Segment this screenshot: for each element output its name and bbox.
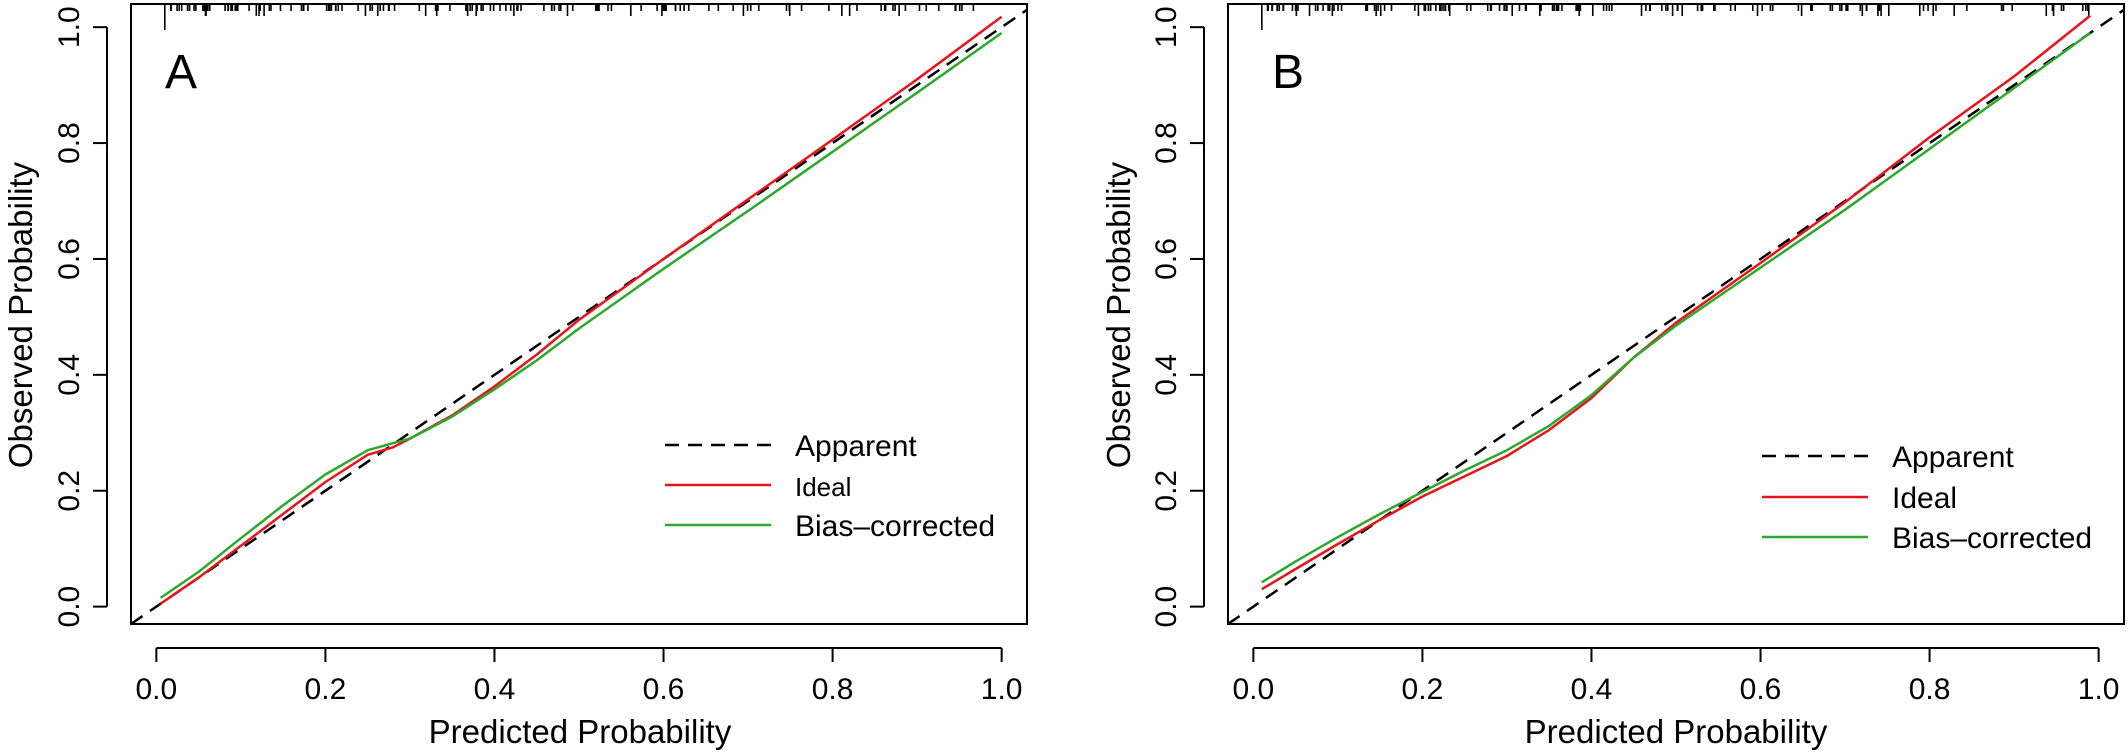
y-tick-label-b: 0.8 xyxy=(1150,122,1183,164)
series-line-bias-corrected-b xyxy=(1261,31,2091,584)
legend-a: Apparent Ideal Bias–corrected xyxy=(665,430,995,543)
rug-marks-b xyxy=(1261,4,2090,30)
legend-b: Apparent Ideal Bias–corrected xyxy=(1762,441,2092,555)
panel-letter-a: A xyxy=(165,46,197,99)
rug-marks-a xyxy=(164,4,975,30)
x-tick-label-a: 1.0 xyxy=(981,673,1023,706)
legend-label-apparent-b: Apparent xyxy=(1892,441,2014,474)
y-axis-label-b: Observed Probability xyxy=(1100,161,1137,468)
y-tick-label-a: 0.0 xyxy=(53,586,86,628)
y-tick-label-b: 0.4 xyxy=(1150,354,1183,396)
y-tick-label-b: 0.6 xyxy=(1150,238,1183,280)
plot-frame-a xyxy=(130,3,1028,625)
y-tick-label-a: 0.4 xyxy=(53,354,86,396)
y-axis-label-a: Observed Probability xyxy=(2,161,39,468)
y-tick-label-a: 1.0 xyxy=(53,6,86,48)
y-tick-label-a: 0.8 xyxy=(53,122,86,164)
x-tick-label-b: 0.8 xyxy=(1909,673,1951,706)
x-tick-label-a: 0.2 xyxy=(305,673,347,706)
plot-frame-b xyxy=(1227,3,2125,625)
x-tick-label-a: 0.0 xyxy=(135,673,177,706)
x-tick-label-b: 0.0 xyxy=(1232,673,1274,706)
y-tick-label-b: 1.0 xyxy=(1150,6,1183,48)
x-tick-label-a: 0.4 xyxy=(474,673,516,706)
series-line-ideal-b xyxy=(1261,14,2091,591)
series-line-apparent-b xyxy=(1228,8,2124,624)
x-axis-label-b: Predicted Probability xyxy=(1525,713,1828,750)
x-tick-label-b: 0.6 xyxy=(1740,673,1782,706)
panel-a: 0.0 0.2 0.4 0.6 0.8 1.0 0.0 0.2 0.4 0.6 0.8 1.0 A P… xyxy=(2,3,1028,750)
legend-label-bias-corrected-a: Bias–corrected xyxy=(795,510,995,543)
legend-label-ideal-a: Ideal xyxy=(795,472,851,502)
x-tick-label-a: 0.8 xyxy=(812,673,854,706)
legend-label-bias-corrected-b: Bias–corrected xyxy=(1892,522,2092,555)
y-tick-label-b: 0.0 xyxy=(1150,586,1183,628)
legend-label-apparent-a: Apparent xyxy=(795,430,917,463)
y-tick-label-a: 0.2 xyxy=(53,470,86,512)
series-line-apparent-a xyxy=(131,8,1027,624)
x-tick-label-b: 0.4 xyxy=(1571,673,1613,706)
panel-b: 0.0 0.2 0.4 0.6 0.8 1.0 0.0 0.2 0.4 0.6 0.8 1.0 B P… xyxy=(1100,3,2125,750)
x-tick-label-b: 0.2 xyxy=(1402,673,1444,706)
panel-letter-b: B xyxy=(1272,46,1304,99)
x-tick-label-b: 1.0 xyxy=(2078,673,2120,706)
y-tick-label-a: 0.6 xyxy=(53,238,86,280)
chart-marks-b: 0.0 0.2 0.4 0.6 0.8 1.0 0.0 0.2 0.4 0.6 0.8 1.0 xyxy=(1150,4,2124,706)
y-tick-label-b: 0.2 xyxy=(1150,470,1183,512)
chart-marks-a: 0.0 0.2 0.4 0.6 0.8 1.0 0.0 0.2 0.4 0.6 0.8 1.0 xyxy=(53,4,1027,706)
series-line-bias-corrected-a xyxy=(159,31,1003,599)
legend-label-ideal-b: Ideal xyxy=(1892,482,1957,515)
x-axis-label-a: Predicted Probability xyxy=(429,713,732,750)
x-tick-label-a: 0.6 xyxy=(643,673,685,706)
